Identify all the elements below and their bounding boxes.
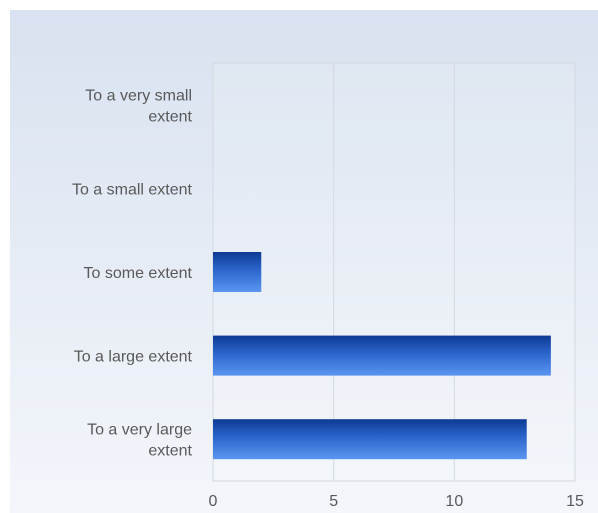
x-tick-15: 15 (566, 493, 584, 510)
category-label-5: To a very large extent (87, 422, 192, 460)
x-tick-10: 10 (445, 493, 463, 510)
bar-5 (213, 419, 527, 460)
x-tick-0: 0 (209, 493, 218, 510)
category-label-3: To some extent (84, 265, 193, 282)
bars (213, 252, 551, 460)
plot-area (212, 62, 576, 482)
category-label-2: To a small extent (72, 181, 193, 198)
category-label-1: To a very small extent (85, 87, 192, 125)
category-label-4: To a large extent (74, 349, 193, 366)
category-labels: To a very small extent To a small extent To… (72, 87, 193, 459)
x-tick-5: 5 (329, 493, 338, 510)
x-tick-labels: 0 5 10 15 (209, 493, 584, 510)
grid-lines (333, 63, 455, 481)
bar-3 (213, 252, 262, 292)
bar-4 (213, 335, 551, 376)
